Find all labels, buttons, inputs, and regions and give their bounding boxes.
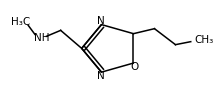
Text: NH: NH bbox=[34, 33, 49, 43]
Text: H₃C: H₃C bbox=[11, 17, 30, 27]
Text: N: N bbox=[97, 16, 104, 26]
Text: CH₃: CH₃ bbox=[195, 35, 214, 45]
Text: N: N bbox=[97, 71, 104, 81]
Text: O: O bbox=[130, 62, 138, 72]
